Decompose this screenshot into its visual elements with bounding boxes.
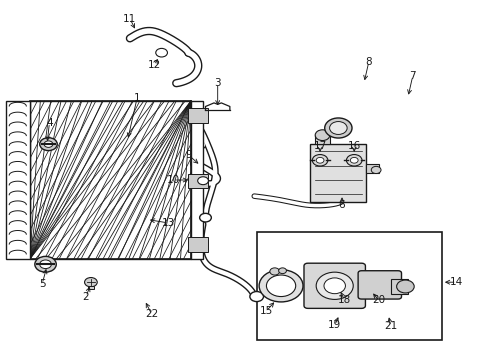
Text: 1: 1 bbox=[134, 93, 140, 103]
Text: 20: 20 bbox=[371, 295, 385, 305]
Text: 22: 22 bbox=[145, 310, 158, 319]
Circle shape bbox=[40, 138, 57, 150]
Circle shape bbox=[329, 122, 346, 134]
Text: 7: 7 bbox=[408, 71, 415, 81]
Bar bbox=[310, 144, 366, 202]
Bar bbox=[256, 232, 441, 339]
Circle shape bbox=[269, 268, 279, 275]
Circle shape bbox=[316, 272, 352, 300]
Circle shape bbox=[324, 118, 351, 138]
Circle shape bbox=[44, 141, 53, 147]
Circle shape bbox=[197, 177, 208, 185]
Bar bbox=[190, 101, 203, 259]
Bar bbox=[390, 279, 407, 294]
Circle shape bbox=[370, 166, 380, 174]
Text: 18: 18 bbox=[337, 295, 350, 305]
Circle shape bbox=[312, 154, 327, 166]
Text: 16: 16 bbox=[347, 141, 360, 151]
Text: 10: 10 bbox=[167, 175, 180, 185]
Bar bbox=[88, 286, 94, 289]
Circle shape bbox=[199, 213, 211, 222]
Circle shape bbox=[316, 157, 324, 163]
Bar bbox=[188, 108, 207, 123]
Text: 17: 17 bbox=[313, 141, 326, 151]
Text: 19: 19 bbox=[327, 320, 341, 330]
Bar bbox=[315, 135, 329, 144]
Text: 2: 2 bbox=[82, 292, 89, 302]
Circle shape bbox=[315, 130, 329, 140]
Circle shape bbox=[324, 278, 345, 294]
Circle shape bbox=[35, 256, 56, 272]
FancyBboxPatch shape bbox=[357, 271, 401, 299]
Circle shape bbox=[156, 48, 167, 57]
Circle shape bbox=[259, 270, 303, 302]
Circle shape bbox=[266, 275, 295, 297]
Circle shape bbox=[349, 157, 357, 163]
Text: 9: 9 bbox=[185, 150, 191, 160]
Text: 13: 13 bbox=[162, 218, 175, 228]
Bar bbox=[5, 101, 30, 259]
Bar bbox=[188, 237, 207, 252]
Bar bbox=[366, 164, 378, 173]
Bar bbox=[30, 101, 190, 259]
Text: 14: 14 bbox=[449, 277, 462, 287]
Text: 4: 4 bbox=[46, 118, 53, 128]
Text: 5: 5 bbox=[39, 279, 45, 289]
Text: 3: 3 bbox=[214, 78, 221, 88]
Text: 21: 21 bbox=[384, 321, 397, 331]
Text: 11: 11 bbox=[123, 14, 136, 24]
Text: 8: 8 bbox=[365, 57, 371, 67]
Text: 6: 6 bbox=[338, 200, 345, 210]
Circle shape bbox=[396, 280, 413, 293]
Text: 15: 15 bbox=[259, 306, 272, 316]
Circle shape bbox=[346, 154, 361, 166]
Text: 12: 12 bbox=[147, 60, 161, 70]
Bar bbox=[30, 101, 190, 259]
FancyBboxPatch shape bbox=[304, 263, 365, 309]
Circle shape bbox=[249, 292, 263, 302]
Bar bbox=[188, 174, 207, 188]
Circle shape bbox=[84, 278, 97, 287]
Circle shape bbox=[40, 260, 51, 269]
Circle shape bbox=[278, 268, 286, 274]
